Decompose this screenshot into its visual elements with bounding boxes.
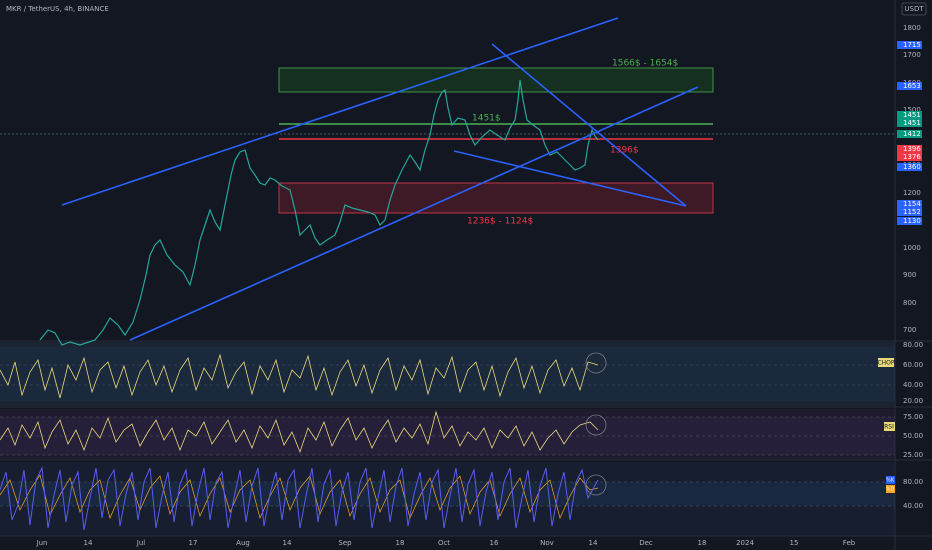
time-axis-label: 14 — [283, 539, 292, 547]
price-axis-label: 800 — [903, 299, 916, 307]
time-axis-label: 15 — [790, 539, 799, 547]
time-axis-label: 2024 — [736, 539, 754, 547]
stoch-name: %D — [886, 487, 895, 493]
price-tag-label: 1360 — [903, 163, 921, 171]
time-axis-label: Sep — [338, 539, 352, 547]
price-path — [39, 79, 599, 346]
stoch-axis-label: 80.00 — [903, 478, 923, 486]
price-tag-label: 1412 — [903, 130, 921, 138]
time-axis-label: Nov — [540, 539, 554, 547]
currency: USDT — [904, 5, 924, 13]
currency-box — [901, 2, 927, 16]
rsi-axis-label: 50.00 — [903, 432, 923, 440]
indicator-levels — [0, 364, 895, 507]
price-tag — [897, 153, 922, 161]
trend-lines — [61, 17, 699, 341]
time-axis-label: 18 — [698, 539, 707, 547]
time-axis-label: 14 — [589, 539, 598, 547]
stoch-tag — [886, 485, 895, 493]
time-axis-label: Dec — [639, 539, 653, 547]
supply-zone-label: 1566$ - 1654$ — [612, 59, 678, 69]
price-tag-label: 1154 — [903, 200, 921, 208]
price-tag — [897, 200, 922, 208]
time-axis-label: 17 — [189, 539, 198, 547]
stoch-d-line — [0, 474, 599, 520]
chop-axis-label: 80.00 — [903, 341, 923, 349]
stoch-tag — [886, 476, 895, 484]
price-axis-label: 1800 — [903, 24, 921, 32]
rsi-axis-label: 25.00 — [903, 451, 923, 459]
chop-axis-label: 20.00 — [903, 397, 923, 405]
price-tag-label: 1451 — [903, 119, 921, 127]
price-tag — [897, 145, 922, 153]
price-tag-label: 1451 — [903, 111, 921, 119]
price-tag — [897, 41, 922, 49]
price-tag-label: 1152 — [903, 208, 921, 216]
price-tag-label: 1376 — [903, 153, 921, 161]
axis-labels: 1800170016001500130012001000900800700171… — [36, 24, 924, 547]
price-tag-label: 1715 — [903, 41, 921, 49]
supply-zone — [278, 67, 714, 93]
stoch-k-line — [0, 466, 599, 531]
price-tag — [897, 163, 922, 171]
time-axis-label: Aug — [236, 539, 250, 547]
rsi-tag — [884, 422, 895, 431]
stoch-axis-label: 40.00 — [903, 502, 923, 510]
support-label: 1396$ — [610, 146, 639, 156]
price-tag-label: 1130 — [903, 217, 921, 225]
chart-title: MKR / TetherUS, 4h, BINANCE — [6, 5, 109, 13]
chop-tag — [878, 358, 894, 367]
price-tag-label: 1653 — [903, 82, 921, 90]
price-axis-label: 1500 — [903, 106, 921, 114]
price-axis-label: 700 — [903, 326, 916, 334]
chop-band — [0, 347, 895, 401]
time-axis-label: 16 — [490, 539, 499, 547]
price-axis-label: 1000 — [903, 244, 921, 252]
rsi-name: RSI — [884, 424, 894, 431]
price-tag — [897, 208, 922, 216]
rsi-axis-label: 75.00 — [903, 413, 923, 421]
chop-axis-label: 60.00 — [903, 361, 923, 369]
time-axis-label: Jun — [36, 539, 48, 547]
rsi-line — [0, 410, 599, 454]
price-tag — [897, 82, 922, 90]
time-axis-label: 14 — [84, 539, 93, 547]
chop-axis-label: 40.00 — [903, 381, 923, 389]
price-tag — [897, 130, 922, 138]
price-tag — [897, 217, 922, 225]
time-axis-label: Feb — [843, 539, 856, 547]
demand-zone-label: 1236$ - 1124$ — [467, 217, 533, 227]
chop-name: CHOP — [877, 360, 894, 367]
price-tag-label: 1396 — [903, 145, 921, 153]
time-axis-label: Jul — [136, 539, 146, 547]
stoch-name: %K — [886, 478, 895, 484]
time-axis-label: Oct — [438, 539, 450, 547]
price-axis-label: 1700 — [903, 51, 921, 59]
price-tag — [897, 119, 922, 127]
price-tag — [897, 111, 922, 119]
cursor-circles — [585, 352, 607, 496]
resistance-label: 1451$ — [472, 114, 501, 124]
chop-line — [0, 353, 599, 399]
price-axis-label: 900 — [903, 271, 916, 279]
time-axis-label: 18 — [396, 539, 405, 547]
price-axis-label: 1200 — [903, 189, 921, 197]
